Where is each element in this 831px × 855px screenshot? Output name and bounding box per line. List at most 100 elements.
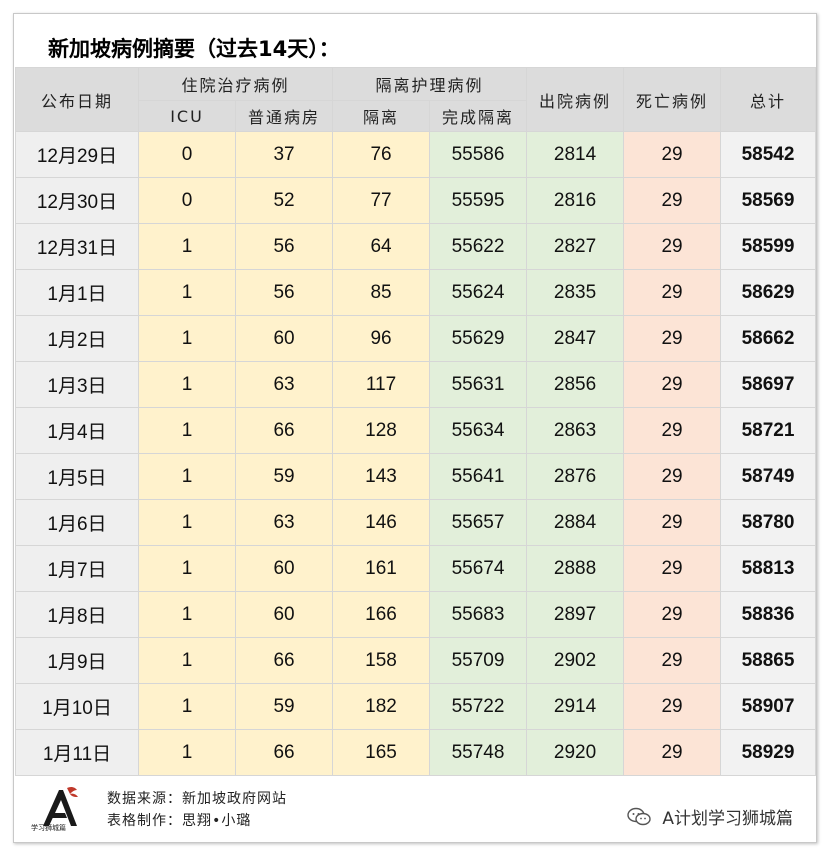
header-isolation-group: 隔离护理病例: [332, 67, 528, 101]
table-row: 1月1日 1 56 85 55624 2835 29 58629: [15, 269, 817, 316]
cell-deaths: 29: [623, 315, 722, 362]
cell-total: 58599: [720, 223, 817, 270]
header-ward: 普通病房: [234, 100, 334, 132]
cell-isolation: 166: [332, 591, 431, 638]
cell-discharged: 2888: [526, 545, 625, 592]
cell-date: 1月11日: [15, 729, 139, 776]
cell-icu: 1: [138, 729, 236, 776]
cell-total: 58749: [720, 453, 817, 500]
cell-deaths: 29: [623, 453, 722, 500]
cell-discharged: 2884: [526, 499, 625, 546]
cell-ward: 56: [234, 223, 334, 270]
cell-completed: 55722: [429, 683, 528, 730]
cell-discharged: 2827: [526, 223, 625, 270]
table-row: 1月10日 1 59 182 55722 2914 29 58907: [15, 683, 817, 730]
cell-deaths: 29: [623, 177, 722, 224]
table-row: 1月2日 1 60 96 55629 2847 29 58662: [15, 315, 817, 362]
cell-deaths: 29: [623, 361, 722, 408]
cell-icu: 1: [138, 407, 236, 454]
cell-completed: 55674: [429, 545, 528, 592]
cell-discharged: 2902: [526, 637, 625, 684]
cell-ward: 66: [234, 729, 334, 776]
cell-discharged: 2863: [526, 407, 625, 454]
cell-ward: 59: [234, 453, 334, 500]
cell-date: 1月2日: [15, 315, 139, 362]
cell-total: 58836: [720, 591, 817, 638]
cell-isolation: 76: [332, 131, 431, 178]
cell-ward: 63: [234, 361, 334, 408]
cell-icu: 1: [138, 453, 236, 500]
cell-isolation: 96: [332, 315, 431, 362]
cell-date: 12月30日: [15, 177, 139, 224]
cell-completed: 55641: [429, 453, 528, 500]
cell-deaths: 29: [623, 131, 722, 178]
cell-isolation: 161: [332, 545, 431, 592]
cell-icu: 0: [138, 177, 236, 224]
cell-deaths: 29: [623, 545, 722, 592]
cell-ward: 60: [234, 315, 334, 362]
cell-ward: 59: [234, 683, 334, 730]
header-completed: 完成隔离: [429, 100, 528, 132]
cell-icu: 1: [138, 269, 236, 316]
header-total: 总计: [720, 67, 817, 132]
cell-total: 58780: [720, 499, 817, 546]
cell-discharged: 2876: [526, 453, 625, 500]
cell-completed: 55586: [429, 131, 528, 178]
cell-icu: 0: [138, 131, 236, 178]
cell-discharged: 2856: [526, 361, 625, 408]
cell-deaths: 29: [623, 499, 722, 546]
cases-table: 公布日期 住院治疗病例 隔离护理病例 出院病例 死亡病例 总计 ICU 普通病房…: [15, 67, 817, 776]
table-row: 1月7日 1 60 161 55674 2888 29 58813: [15, 545, 817, 592]
cell-isolation: 165: [332, 729, 431, 776]
cell-total: 58929: [720, 729, 817, 776]
table-row: 1月5日 1 59 143 55641 2876 29 58749: [15, 453, 817, 500]
cell-deaths: 29: [623, 683, 722, 730]
cell-completed: 55634: [429, 407, 528, 454]
cell-ward: 56: [234, 269, 334, 316]
cell-total: 58542: [720, 131, 817, 178]
cell-deaths: 29: [623, 729, 722, 776]
wechat-watermark: A计划学习狮城篇: [627, 804, 793, 829]
cell-icu: 1: [138, 315, 236, 362]
cell-isolation: 158: [332, 637, 431, 684]
wechat-icon: [627, 807, 651, 832]
cell-total: 58697: [720, 361, 817, 408]
cell-deaths: 29: [623, 591, 722, 638]
cell-isolation: 117: [332, 361, 431, 408]
cell-completed: 55657: [429, 499, 528, 546]
cell-total: 58569: [720, 177, 817, 224]
cell-total: 58662: [720, 315, 817, 362]
cell-discharged: 2897: [526, 591, 625, 638]
cell-date: 1月9日: [15, 637, 139, 684]
cell-discharged: 2816: [526, 177, 625, 224]
cell-deaths: 29: [623, 637, 722, 684]
cell-ward: 63: [234, 499, 334, 546]
cell-completed: 55629: [429, 315, 528, 362]
cell-isolation: 77: [332, 177, 431, 224]
cell-deaths: 29: [623, 269, 722, 316]
cell-completed: 55683: [429, 591, 528, 638]
source-credits: 数据来源：新加坡政府网站 表格制作：思翔•小璐: [107, 788, 287, 832]
cell-icu: 1: [138, 591, 236, 638]
page-title: 新加坡病例摘要（过去14天）：: [48, 37, 340, 61]
table-row: 1月8日 1 60 166 55683 2897 29 58836: [15, 591, 817, 638]
table-row: 1月4日 1 66 128 55634 2863 29 58721: [15, 407, 817, 454]
table-maker: 表格制作：思翔•小璐: [107, 813, 252, 829]
cell-date: 1月7日: [15, 545, 139, 592]
cell-ward: 60: [234, 545, 334, 592]
table-row: 1月11日 1 66 165 55748 2920 29 58929: [15, 729, 817, 776]
cell-date: 12月29日: [15, 131, 139, 178]
table-row: 12月31日 1 56 64 55622 2827 29 58599: [15, 223, 817, 270]
cell-discharged: 2914: [526, 683, 625, 730]
cell-completed: 55631: [429, 361, 528, 408]
cell-isolation: 146: [332, 499, 431, 546]
cell-completed: 55709: [429, 637, 528, 684]
table-row: 12月29日 0 37 76 55586 2814 29 58542: [15, 131, 817, 178]
cell-isolation: 64: [332, 223, 431, 270]
cell-total: 58907: [720, 683, 817, 730]
cell-icu: 1: [138, 223, 236, 270]
wechat-account: A计划学习狮城篇: [662, 809, 793, 829]
cell-isolation: 85: [332, 269, 431, 316]
table-row: 12月30日 0 52 77 55595 2816 29 58569: [15, 177, 817, 224]
footer: 学习狮城篇 数据来源：新加坡政府网站 表格制作：思翔•小璐 A计划学习狮城篇: [15, 776, 815, 840]
